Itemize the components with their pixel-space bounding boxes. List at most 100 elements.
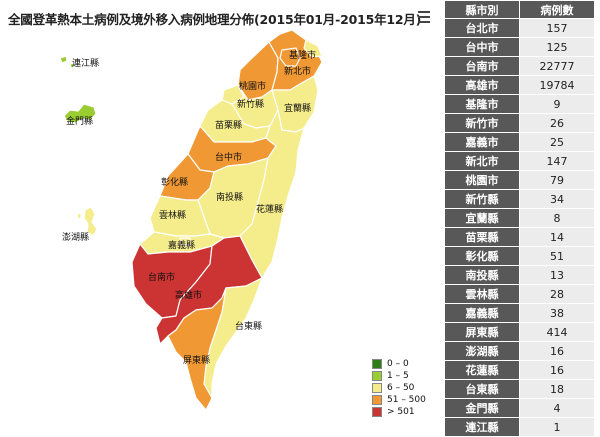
legend-label: 51 – 500 bbox=[387, 395, 426, 405]
case-count: 18 bbox=[519, 379, 595, 399]
table-row[interactable]: 嘉義縣 38 bbox=[444, 303, 595, 323]
label-taoyuan: 桃園市 bbox=[239, 80, 266, 92]
county-name: 彰化縣 bbox=[444, 246, 520, 266]
county-name: 嘉義縣 bbox=[444, 303, 520, 323]
table-row[interactable]: 高雄市 19784 bbox=[444, 75, 595, 95]
case-count: 13 bbox=[519, 265, 595, 285]
case-count-table: 縣市別 病例數 台北市 157 台中市 125 台南市 22777 高雄市 19784 … bbox=[444, 0, 595, 437]
table-row[interactable]: 新竹市 26 bbox=[444, 113, 595, 133]
table-header-row: 縣市別 病例數 bbox=[444, 0, 595, 19]
region-lienchiang[interactable] bbox=[59, 55, 75, 69]
table-row[interactable]: 澎湖縣 16 bbox=[444, 341, 595, 361]
case-count: 125 bbox=[519, 37, 595, 57]
legend-swatch bbox=[372, 371, 382, 381]
legend-swatch bbox=[372, 407, 382, 417]
label-kinmen: 金門縣 bbox=[66, 115, 93, 127]
taiwan-map: 連江縣 金門縣 澎湖縣 基隆市 新北市 桃園市 新竹縣 宜蘭縣 苗栗縣 台中市 … bbox=[59, 29, 323, 411]
case-count: 147 bbox=[519, 151, 595, 171]
label-miaoli: 苗栗縣 bbox=[215, 120, 242, 131]
table-row[interactable]: 台北市 157 bbox=[444, 18, 595, 38]
table-row[interactable]: 新北市 147 bbox=[444, 151, 595, 171]
legend-swatch bbox=[372, 383, 382, 393]
region-penghu[interactable] bbox=[76, 206, 98, 237]
label-taichung: 台中市 bbox=[215, 151, 242, 163]
table-row[interactable]: 宜蘭縣 8 bbox=[444, 208, 595, 228]
legend-label: 6 – 50 bbox=[387, 383, 415, 393]
table-row[interactable]: 台東縣 18 bbox=[444, 379, 595, 399]
county-name: 台東縣 bbox=[444, 379, 520, 399]
table-row[interactable]: 嘉義市 25 bbox=[444, 132, 595, 152]
case-count: 157 bbox=[519, 18, 595, 38]
legend-swatch bbox=[372, 359, 382, 369]
page-title: 全國登革熱本土病例及境外移入病例地理分佈(2015年01月-2015年12月) bbox=[8, 12, 422, 27]
label-kaohsiung: 高雄市 bbox=[175, 289, 202, 301]
county-name: 連江縣 bbox=[444, 417, 520, 437]
region-keelung[interactable] bbox=[303, 39, 323, 58]
case-count: 79 bbox=[519, 170, 595, 190]
table-row[interactable]: 苗栗縣 14 bbox=[444, 227, 595, 247]
county-name: 基隆市 bbox=[444, 94, 520, 114]
county-name: 雲林縣 bbox=[444, 284, 520, 304]
table-row[interactable]: 彰化縣 51 bbox=[444, 246, 595, 266]
legend-item[interactable]: 1 – 5 bbox=[372, 370, 426, 382]
legend-item[interactable]: 0 – 0 bbox=[372, 358, 426, 370]
legend-label: 0 – 0 bbox=[387, 359, 409, 369]
table-row[interactable]: 金門縣 4 bbox=[444, 398, 595, 418]
county-name: 屏東縣 bbox=[444, 322, 520, 342]
table-row[interactable]: 桃園市 79 bbox=[444, 170, 595, 190]
case-count: 9 bbox=[519, 94, 595, 114]
legend-label: 1 – 5 bbox=[387, 371, 409, 381]
case-count: 28 bbox=[519, 284, 595, 304]
county-name: 桃園市 bbox=[444, 170, 520, 190]
case-count: 22777 bbox=[519, 56, 595, 76]
label-yunlin: 雲林縣 bbox=[159, 209, 186, 221]
label-lienchiang: 連江縣 bbox=[72, 57, 99, 69]
label-taitung: 台東縣 bbox=[235, 320, 262, 332]
table-row[interactable]: 雲林縣 28 bbox=[444, 284, 595, 304]
case-count: 25 bbox=[519, 132, 595, 152]
column-header-county[interactable]: 縣市別 bbox=[444, 0, 520, 19]
region-kinmen[interactable] bbox=[63, 103, 97, 124]
hamburger-menu-icon[interactable] bbox=[418, 11, 430, 23]
county-name: 台南市 bbox=[444, 56, 520, 76]
table-row[interactable]: 台中市 125 bbox=[444, 37, 595, 57]
legend-item[interactable]: 51 – 500 bbox=[372, 394, 426, 406]
label-hsinchu: 新竹縣 bbox=[237, 98, 264, 110]
county-name: 新竹縣 bbox=[444, 189, 520, 209]
table-row[interactable]: 新竹縣 34 bbox=[444, 189, 595, 209]
case-count: 1 bbox=[519, 417, 595, 437]
case-count: 19784 bbox=[519, 75, 595, 95]
region-taipei[interactable] bbox=[279, 47, 301, 67]
table-row[interactable]: 屏東縣 414 bbox=[444, 322, 595, 342]
county-name: 台中市 bbox=[444, 37, 520, 57]
label-pingtung: 屏東縣 bbox=[183, 354, 210, 366]
label-yilan: 宜蘭縣 bbox=[284, 102, 311, 114]
table-row[interactable]: 南投縣 13 bbox=[444, 265, 595, 285]
region-chiayicity[interactable] bbox=[179, 237, 191, 246]
county-name: 嘉義市 bbox=[444, 132, 520, 152]
case-count: 16 bbox=[519, 360, 595, 380]
case-count: 414 bbox=[519, 322, 595, 342]
legend-item[interactable]: 6 – 50 bbox=[372, 382, 426, 394]
label-nantou: 南投縣 bbox=[216, 191, 243, 203]
legend-swatch bbox=[372, 395, 382, 405]
county-name: 苗栗縣 bbox=[444, 227, 520, 247]
case-count: 26 bbox=[519, 113, 595, 133]
region-pingtung[interactable] bbox=[167, 287, 227, 411]
case-count: 51 bbox=[519, 246, 595, 266]
case-count-table-panel: 縣市別 病例數 台北市 157 台中市 125 台南市 22777 高雄市 19784 … bbox=[444, 0, 595, 437]
county-name: 澎湖縣 bbox=[444, 341, 520, 361]
table-row[interactable]: 連江縣 1 bbox=[444, 417, 595, 437]
label-tainan: 台南市 bbox=[148, 271, 175, 283]
label-newtaipei: 新北市 bbox=[284, 65, 311, 77]
county-name: 高雄市 bbox=[444, 75, 520, 95]
legend-item[interactable]: > 501 bbox=[372, 406, 426, 418]
table-row[interactable]: 基隆市 9 bbox=[444, 94, 595, 114]
column-header-cases[interactable]: 病例數 bbox=[519, 0, 595, 19]
legend: 0 – 0 1 – 5 6 – 50 51 – 500 > 501 bbox=[372, 358, 426, 418]
county-name: 金門縣 bbox=[444, 398, 520, 418]
county-name: 台北市 bbox=[444, 18, 520, 38]
table-row[interactable]: 台南市 22777 bbox=[444, 56, 595, 76]
case-count: 34 bbox=[519, 189, 595, 209]
table-row[interactable]: 花蓮縣 16 bbox=[444, 360, 595, 380]
